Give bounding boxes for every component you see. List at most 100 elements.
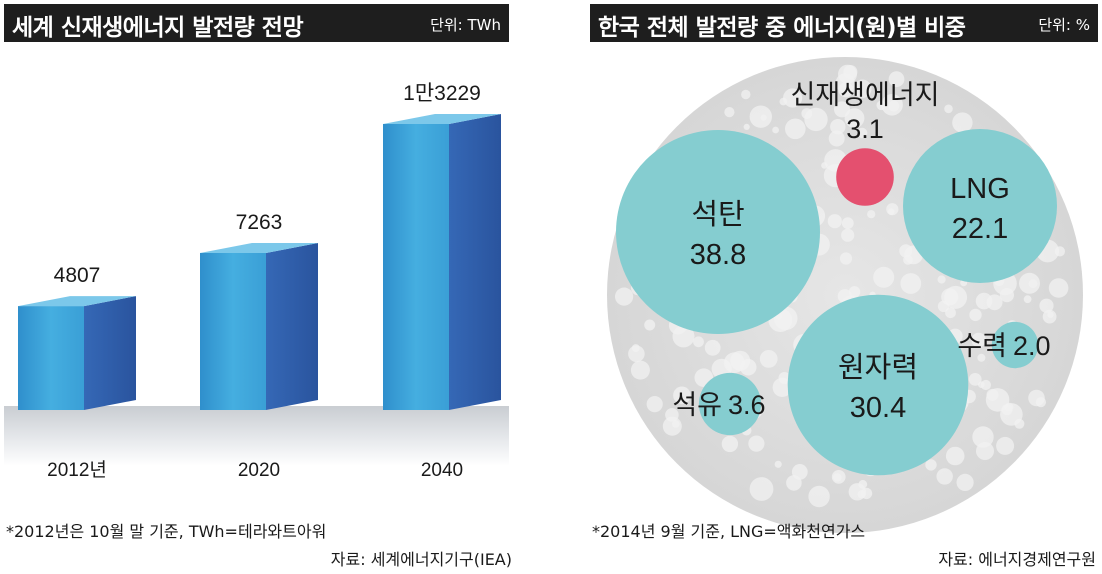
bubble-value-label: 3.1 bbox=[846, 114, 884, 144]
texture-dot bbox=[721, 435, 739, 453]
bubble-2: LNG 22.1 bbox=[903, 129, 1057, 283]
texture-dot bbox=[1028, 279, 1038, 289]
texture-dot bbox=[986, 294, 1003, 311]
category-label: 2040 bbox=[421, 460, 463, 481]
bar-top bbox=[200, 242, 318, 253]
bubble-value-label: 38.8 bbox=[690, 239, 746, 271]
texture-dot bbox=[968, 373, 982, 386]
bar-side bbox=[449, 114, 501, 410]
right-chart-header: 한국 전체 발전량 중 에너지(원)별 비중 단위: % bbox=[590, 4, 1098, 42]
bubble-0: 석탄 38.8 bbox=[616, 130, 820, 334]
bubble-value-label: 2.0 bbox=[1013, 331, 1051, 361]
category-label: 2020 bbox=[238, 460, 280, 481]
texture-dot bbox=[646, 396, 663, 413]
right-chart-title: 한국 전체 발전량 중 에너지(원)별 비중 bbox=[598, 15, 966, 41]
bubble-value-label: 3.6 bbox=[728, 390, 766, 420]
bubble-name-label: 석유 bbox=[672, 390, 722, 420]
texture-dot bbox=[739, 358, 757, 376]
bar-front bbox=[383, 124, 449, 410]
bubble-value-label: 30.4 bbox=[850, 392, 906, 424]
bubble-1: 원자력 30.4 bbox=[787, 294, 969, 476]
right-chart-note: *2014년 9월 기준, LNG=액화천연가스 bbox=[592, 522, 866, 541]
left-chart-source: 자료: 세계에너지기구(IEA) bbox=[330, 550, 512, 569]
texture-dot bbox=[804, 107, 828, 132]
texture-dot bbox=[749, 105, 772, 128]
texture-dot bbox=[791, 464, 808, 480]
bar-1: 7263 2020 bbox=[200, 211, 318, 481]
texture-dot bbox=[944, 285, 968, 309]
bar-side bbox=[266, 242, 318, 410]
left-chart-title: 세계 신재생에너지 발전량 전망 bbox=[12, 15, 304, 41]
bubble-4: 신재생에너지 3.1 bbox=[790, 80, 940, 206]
texture-dot bbox=[743, 123, 750, 130]
bar-top bbox=[18, 296, 136, 307]
texture-dot bbox=[848, 483, 866, 501]
left-chart-unit: 단위: TWh bbox=[430, 16, 501, 34]
texture-dot bbox=[925, 459, 937, 471]
category-label: 2012년 bbox=[47, 459, 107, 481]
texture-dot bbox=[976, 442, 994, 460]
bubble-value-label: 22.1 bbox=[952, 213, 1008, 245]
texture-dot bbox=[662, 416, 682, 436]
texture-dot bbox=[996, 436, 1015, 455]
bubble-name-label: 석탄 bbox=[691, 199, 744, 231]
texture-dot bbox=[956, 473, 974, 491]
texture-dot bbox=[833, 473, 842, 482]
bubble-name-label: 수력 bbox=[957, 331, 1007, 361]
texture-dot bbox=[1014, 418, 1025, 429]
texture-dot bbox=[778, 372, 791, 384]
texture-dot bbox=[748, 435, 765, 452]
texture-dot bbox=[821, 162, 828, 169]
texture-dot bbox=[759, 350, 778, 368]
texture-dot bbox=[945, 307, 956, 319]
texture-dot bbox=[971, 332, 986, 348]
bar-floor bbox=[4, 406, 509, 466]
texture-dot bbox=[944, 104, 953, 114]
bars-layer: 4807 2012년 7263 2020 1만3229 2040 bbox=[18, 82, 501, 481]
texture-dot bbox=[631, 344, 640, 353]
texture-dot bbox=[1039, 298, 1054, 313]
right-chart-source: 자료: 에너지경제연구원 bbox=[938, 550, 1096, 569]
bubble-name-label: 원자력 bbox=[838, 352, 918, 384]
texture-dot bbox=[888, 71, 905, 88]
texture-dot bbox=[772, 126, 779, 134]
texture-dot bbox=[867, 210, 876, 219]
bar-0: 4807 2012년 bbox=[18, 264, 136, 481]
bar-front bbox=[18, 306, 84, 410]
bar-2: 1만3229 2040 bbox=[383, 82, 501, 481]
texture-dot bbox=[839, 252, 853, 265]
texture-dot bbox=[630, 360, 650, 380]
bar-top bbox=[383, 114, 501, 124]
texture-dot bbox=[886, 203, 899, 216]
bubbles-layer: 석탄 38.8 원자력 30.4 LNG 22.1 석유 3.6 신재생에너지 3.1 수력 2.0 bbox=[616, 80, 1057, 476]
texture-dot bbox=[808, 485, 830, 508]
texture-dot bbox=[749, 477, 774, 501]
texture-dot bbox=[783, 88, 803, 108]
bar-side bbox=[84, 296, 136, 410]
texture-dot bbox=[673, 386, 691, 405]
bar-front bbox=[200, 252, 266, 410]
bar-value-label: 7263 bbox=[236, 211, 283, 234]
texture-dot bbox=[857, 127, 868, 139]
texture-dot bbox=[936, 468, 953, 485]
texture-dot bbox=[838, 64, 857, 84]
bubble-circle bbox=[903, 129, 1057, 283]
bubble-circle bbox=[616, 130, 820, 334]
texture-dot bbox=[900, 273, 922, 294]
left-chart-note: *2012년은 10월 말 기준, TWh=테라와트아워 bbox=[6, 522, 327, 541]
texture-dot bbox=[665, 408, 679, 422]
bar-value-label: 1만3229 bbox=[403, 82, 481, 105]
texture-dot bbox=[978, 381, 985, 389]
texture-dot bbox=[841, 228, 855, 242]
bubble-name-label: 신재생에너지 bbox=[790, 80, 939, 110]
texture-dot bbox=[841, 217, 854, 230]
texture-dot bbox=[1035, 397, 1046, 408]
bubble-circle bbox=[836, 148, 894, 206]
texture-dot bbox=[945, 446, 965, 466]
texture-dot bbox=[1023, 295, 1032, 304]
texture-dot bbox=[853, 79, 872, 98]
right-chart-unit: 단위: % bbox=[1038, 16, 1090, 34]
texture-dot bbox=[615, 287, 634, 306]
texture-dot bbox=[644, 319, 656, 331]
